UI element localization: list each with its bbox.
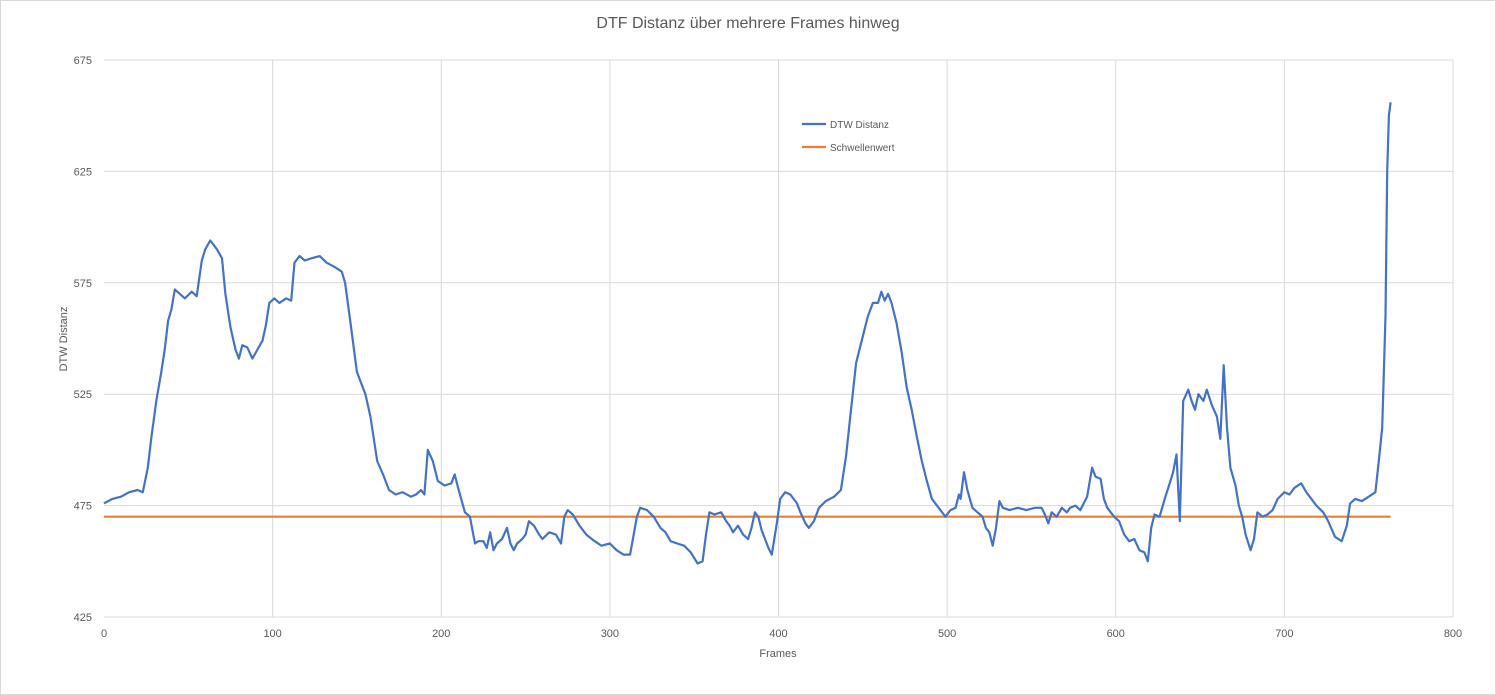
y-tick-label: 625 — [74, 166, 92, 178]
chart-title: DTF Distanz über mehrere Frames hinweg — [596, 15, 899, 32]
y-axis-title: DTW Distanz — [58, 307, 70, 372]
x-tick-label: 300 — [601, 628, 619, 640]
x-tick-label: 100 — [263, 628, 281, 640]
y-tick-label: 475 — [74, 501, 92, 513]
series-group — [103, 102, 1392, 565]
legend-label-1: Schwellenwert — [830, 143, 895, 154]
x-tick-label: 800 — [1444, 628, 1462, 640]
y-axis-ticks: 425 475 525 575 625 675 — [74, 55, 92, 624]
legend-label-0: DTW Distanz — [830, 120, 889, 131]
x-tick-label: 400 — [769, 628, 787, 640]
x-tick-label: 0 — [101, 628, 107, 640]
y-tick-label: 675 — [74, 55, 92, 67]
x-tick-label: 200 — [432, 628, 450, 640]
x-tick-label: 500 — [938, 628, 956, 640]
gridlines — [104, 59, 1454, 617]
x-axis-ticks: 0 100 200 300 400 500 600 700 800 — [101, 628, 1462, 640]
y-tick-label: 575 — [74, 278, 92, 290]
y-tick-label: 425 — [74, 612, 92, 624]
series-line-0 — [103, 102, 1392, 565]
x-tick-label: 700 — [1275, 628, 1293, 640]
y-tick-label: 525 — [74, 389, 92, 401]
x-tick-label: 600 — [1107, 628, 1125, 640]
legend: DTW Distanz Schwellenwert — [802, 120, 895, 154]
x-axis-title: Frames — [759, 648, 797, 660]
